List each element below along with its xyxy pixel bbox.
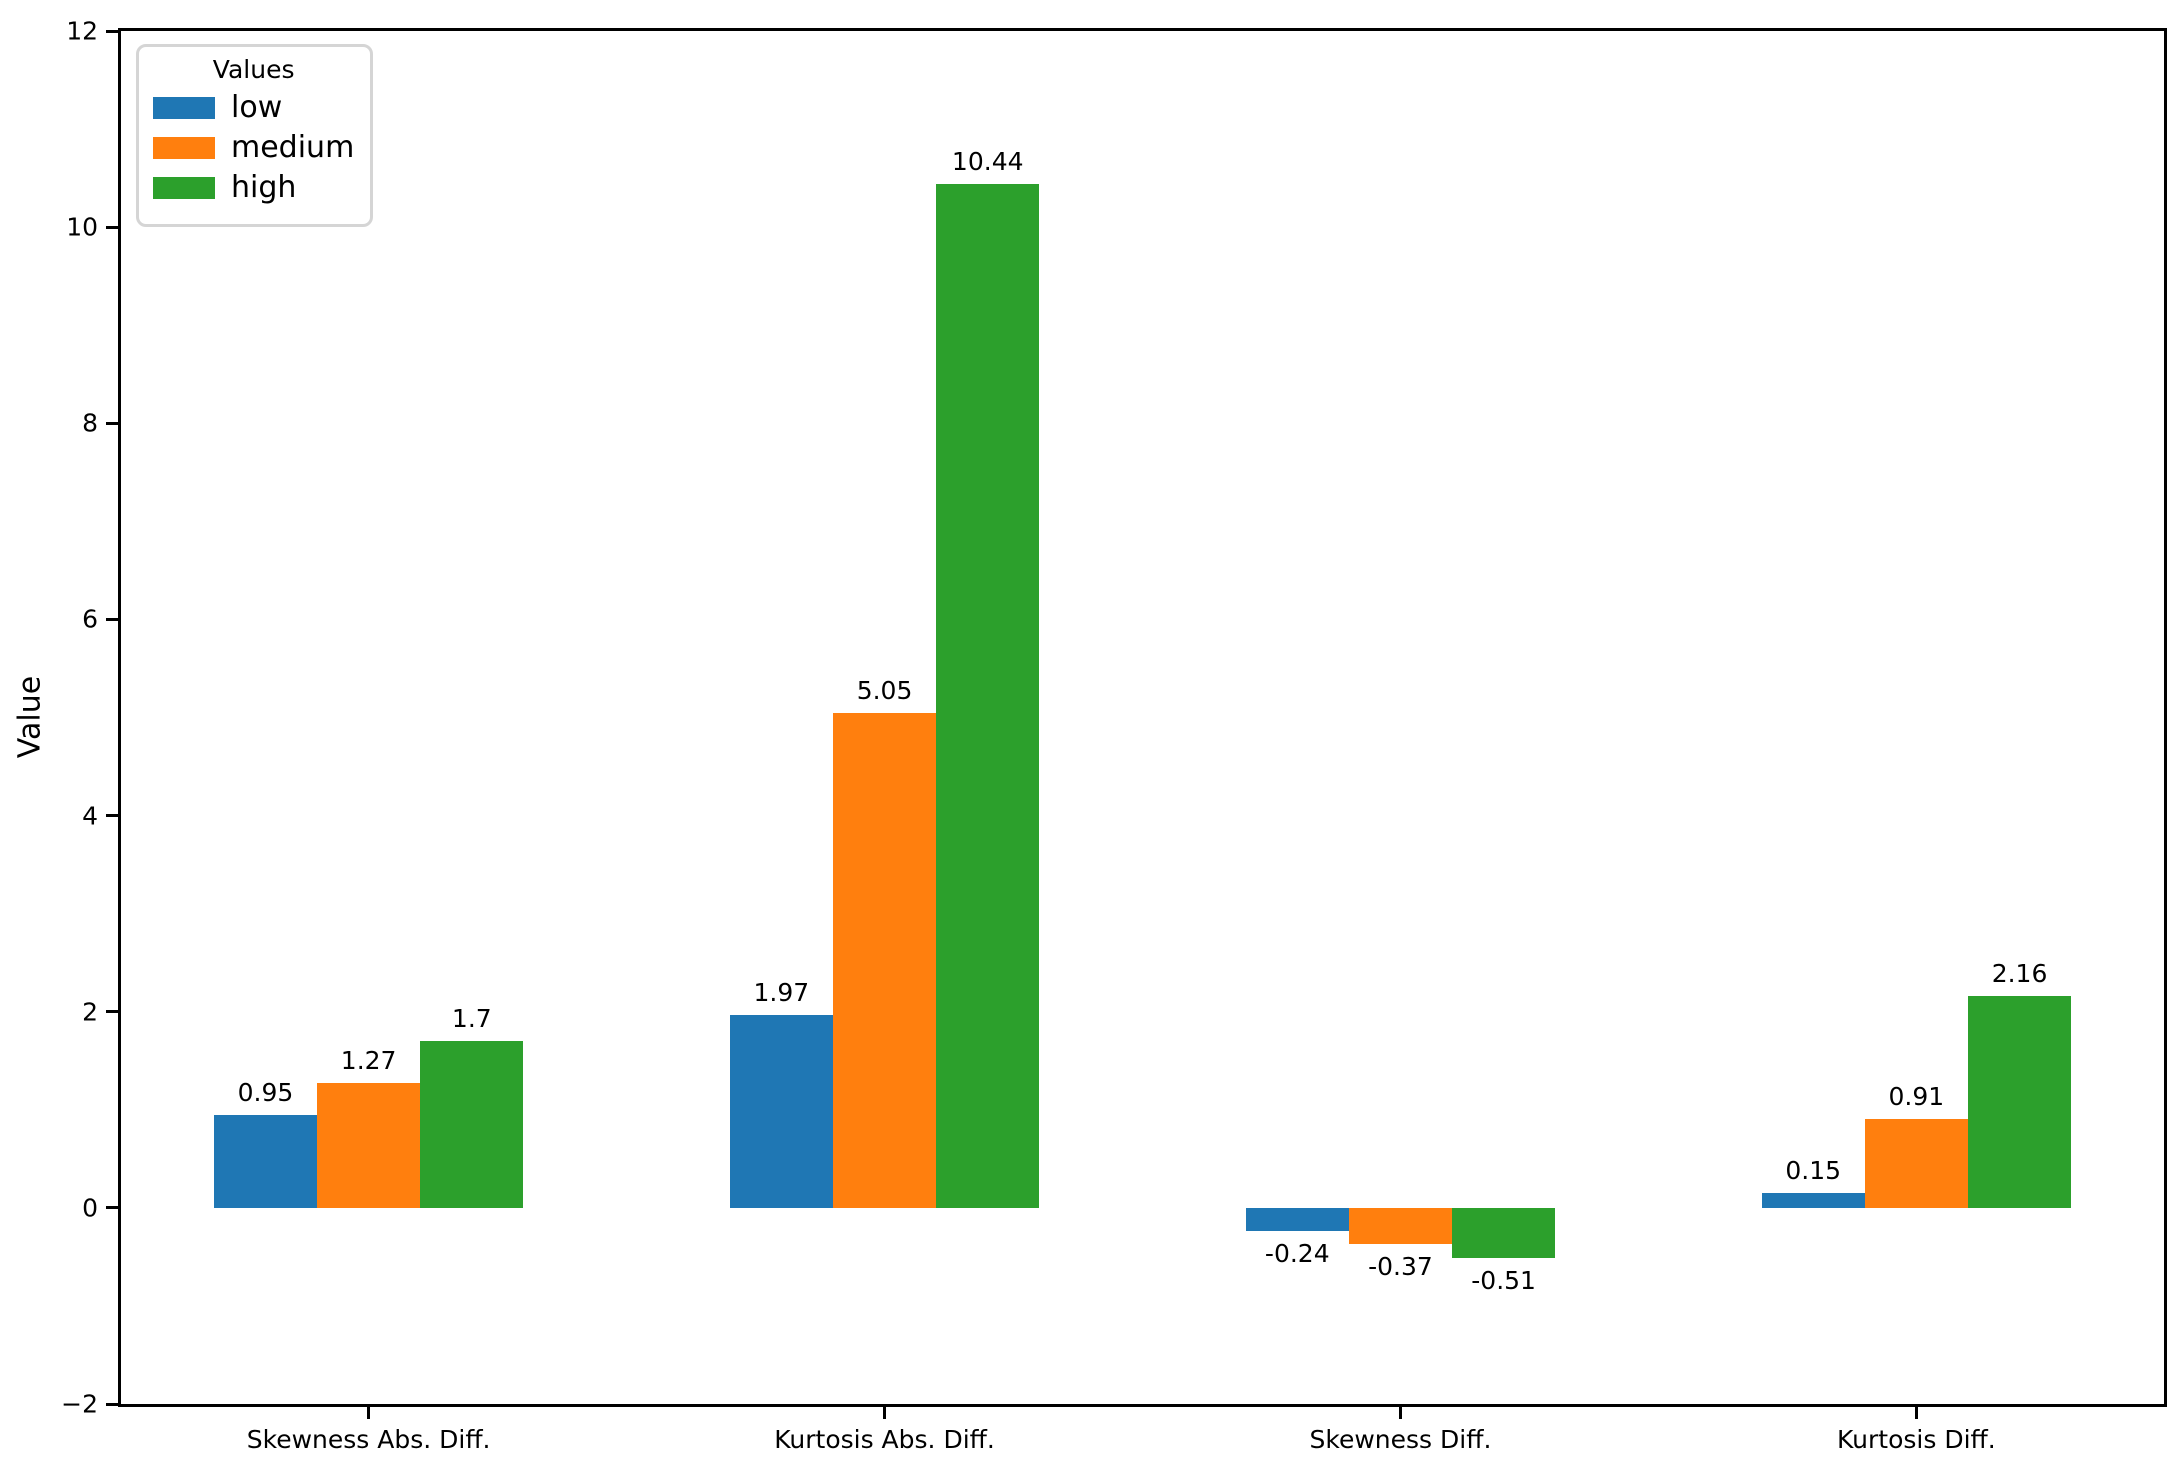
y-tick-label: 4 <box>82 801 98 831</box>
y-tick-mark <box>106 1010 118 1014</box>
legend-title: Values <box>212 55 295 84</box>
x-tick-label: Skewness Abs. Diff. <box>246 1425 491 1454</box>
bar-value-label: 0.91 <box>1888 1081 1945 1111</box>
y-tick-label: 8 <box>82 408 98 438</box>
y-tick-mark <box>106 225 118 229</box>
bar-high-1 <box>936 183 1040 1208</box>
bar-value-label: 2.16 <box>1991 959 2048 989</box>
y-tick-label: −2 <box>61 1389 98 1419</box>
y-tick-mark <box>106 29 118 33</box>
bar-medium-3 <box>1864 1118 1968 1208</box>
y-tick-label: 6 <box>82 604 98 634</box>
bar-medium-0 <box>317 1083 421 1208</box>
bar-value-label: 1.27 <box>340 1046 397 1076</box>
y-tick-mark <box>106 1402 118 1406</box>
bar-value-label: 5.05 <box>856 675 913 705</box>
bar-value-label: 1.97 <box>753 977 810 1007</box>
legend-swatch-medium <box>153 137 215 159</box>
bar-low-3 <box>1761 1193 1865 1208</box>
bar-low-0 <box>213 1114 318 1208</box>
legend-swatch-low <box>153 97 215 119</box>
legend-item-label: low <box>231 90 283 125</box>
bar-value-label: -0.37 <box>1368 1252 1433 1282</box>
x-tick-mark <box>1914 1407 1918 1419</box>
bar-value-label: 1.7 <box>451 1004 492 1034</box>
y-tick-mark <box>106 617 118 621</box>
bar-value-label: 10.44 <box>951 146 1024 176</box>
y-tick-label: 12 <box>66 16 98 46</box>
x-tick-label: Kurtosis Diff. <box>1837 1425 1996 1454</box>
bar-low-2 <box>1245 1207 1349 1232</box>
bar-medium-1 <box>832 712 937 1208</box>
legend-swatch-high <box>153 177 215 199</box>
bar-value-label: 0.95 <box>237 1077 294 1107</box>
bar-value-label: 0.15 <box>1785 1156 1842 1186</box>
bar-value-label: -0.24 <box>1264 1239 1330 1269</box>
y-tick-mark <box>106 1206 118 1210</box>
bar-high-3 <box>1967 996 2072 1208</box>
y-tick-mark <box>106 814 118 818</box>
y-tick-label: 2 <box>82 997 98 1027</box>
x-tick-mark <box>367 1407 371 1419</box>
bar-high-2 <box>1452 1207 1556 1258</box>
bar-medium-2 <box>1348 1207 1453 1245</box>
x-tick-mark <box>883 1407 887 1419</box>
legend-item-low: low <box>153 92 354 124</box>
y-tick-mark <box>106 421 118 425</box>
legend-items: low medium high <box>153 92 354 204</box>
bar-high-0 <box>420 1041 524 1208</box>
y-axis-label: Value <box>12 675 48 759</box>
legend-item-label: high <box>231 170 297 205</box>
x-tick-label: Kurtosis Abs. Diff. <box>774 1425 995 1454</box>
legend-item-medium: medium <box>153 132 354 164</box>
bar-value-label: -0.51 <box>1471 1265 1536 1295</box>
bar-low-1 <box>729 1014 833 1208</box>
legend: Values low medium high <box>136 44 374 227</box>
legend-item-high: high <box>153 172 354 204</box>
y-tick-label: 10 <box>66 212 98 242</box>
plot-area: Values low medium high −2 0 2 4 6 8 10 12 Skewness… <box>61 17 2167 1454</box>
x-tick-mark <box>1398 1407 1402 1419</box>
x-tick-label: Skewness Diff. <box>1309 1425 1492 1454</box>
legend-item-label: medium <box>231 130 355 165</box>
y-tick-label: 0 <box>82 1193 98 1223</box>
